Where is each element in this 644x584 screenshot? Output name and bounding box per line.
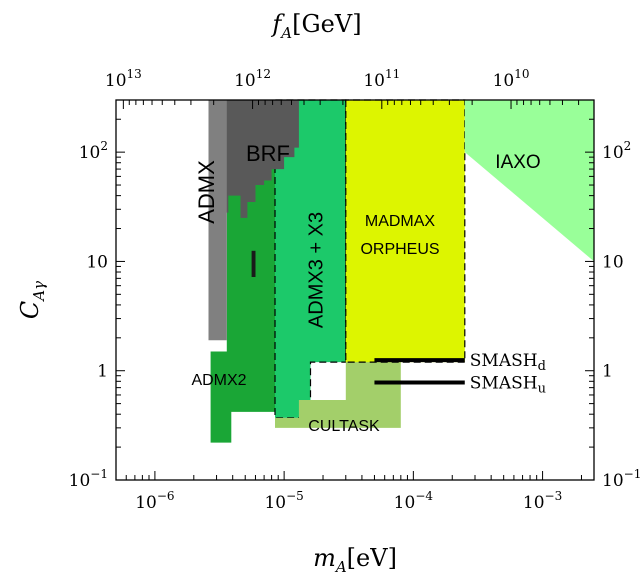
right-tick-label: 10 xyxy=(602,252,624,272)
region-admx xyxy=(208,100,227,341)
top-tick-label: 1012 xyxy=(234,67,271,91)
label-admx3: ADMX3 + X3 xyxy=(305,212,327,328)
label-smash_d: SMASHd xyxy=(470,351,546,374)
top-tick-label: 1011 xyxy=(363,67,400,91)
label-smash_u: SMASHu xyxy=(470,374,546,397)
smash-lines xyxy=(374,358,465,385)
top-tick-label: 1010 xyxy=(493,67,530,91)
region-iaxo xyxy=(464,100,594,262)
left-tick-label: 10−1 xyxy=(69,467,108,491)
top-tick-label: 1013 xyxy=(105,67,142,91)
plot-frame xyxy=(115,99,595,481)
left-axis-title: CAγ xyxy=(16,281,48,319)
label-admx: ADMX xyxy=(194,160,219,224)
bottom-axis-title: mA[eV] xyxy=(313,544,397,576)
region-cultask xyxy=(275,360,401,428)
label-admx2: ADMX2 xyxy=(191,372,246,389)
label-iaxo: IAXO xyxy=(495,152,540,173)
right-tick-label: 1 xyxy=(602,362,613,382)
label-madmax-2: ORPHEUS xyxy=(360,241,439,258)
right-tick-label: 102 xyxy=(602,139,631,163)
bottom-tick-label: 10−6 xyxy=(135,489,174,513)
bottom-tick-label: 10−4 xyxy=(394,489,434,513)
exclusion-regions xyxy=(208,99,594,443)
brf-black-bar xyxy=(251,250,256,277)
right-tick-label: 10−1 xyxy=(602,467,641,491)
top-axis-title: fA[GeV] xyxy=(270,10,361,42)
label-brf: BRF xyxy=(246,141,290,166)
bottom-tick-label: 10−3 xyxy=(523,489,562,513)
region-admx2 xyxy=(210,100,275,443)
region-madmax xyxy=(345,99,466,363)
left-tick-label: 102 xyxy=(79,139,108,163)
axis-ticks xyxy=(115,99,594,481)
label-cultask: CULTASK xyxy=(308,418,380,435)
bottom-tick-label: 10−5 xyxy=(264,489,303,513)
label-madmax: MADMAX xyxy=(365,213,436,230)
region-brf xyxy=(223,100,299,218)
left-tick-label: 1 xyxy=(97,362,108,382)
left-tick-label: 10 xyxy=(86,252,108,272)
